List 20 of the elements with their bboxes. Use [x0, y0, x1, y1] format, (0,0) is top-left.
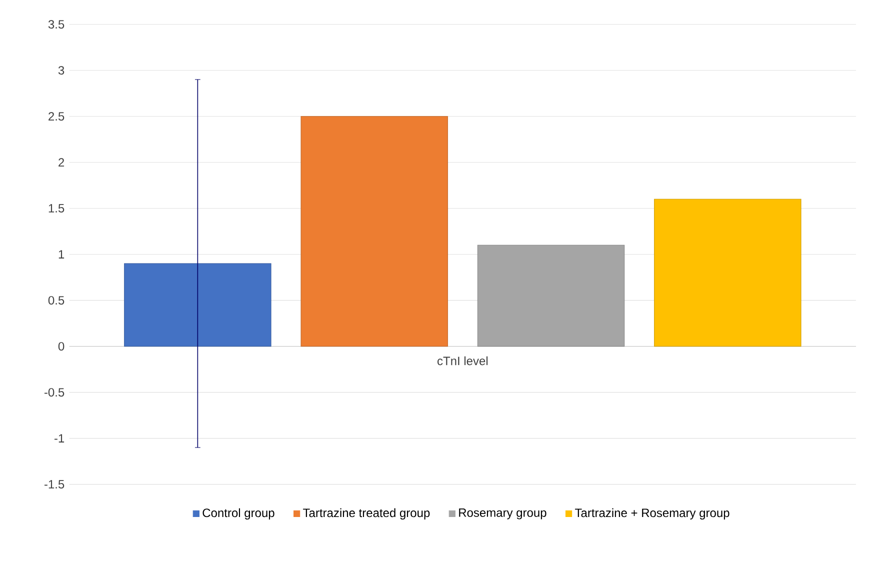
y-tick-label: -1.5 — [44, 480, 64, 489]
bar — [300, 116, 448, 347]
bar — [654, 198, 802, 347]
y-tick-label: 2.5 — [48, 112, 64, 121]
y-tick-label: 0.5 — [48, 296, 64, 305]
legend-label: Control group — [202, 508, 274, 520]
y-tick-label: 1 — [58, 250, 64, 258]
y-tick-label: 2 — [58, 158, 64, 167]
y-tick-label: 1.5 — [48, 204, 64, 213]
legend-label: Tartrazine treated group — [303, 508, 430, 520]
legend-label: Rosemary group — [459, 508, 546, 520]
x-tick-label: cTnI level — [437, 356, 488, 366]
y-tick-label: -1 — [54, 434, 64, 442]
legend-label: Tartrazine + Rosemary group — [575, 508, 730, 520]
bar — [124, 263, 272, 347]
y-tick-label: 3 — [58, 66, 64, 75]
y-tick-label: -0.5 — [44, 388, 64, 397]
bar — [477, 244, 625, 347]
y-tick-label: 3.5 — [48, 20, 64, 29]
y-tick-label: 0 — [58, 342, 64, 351]
